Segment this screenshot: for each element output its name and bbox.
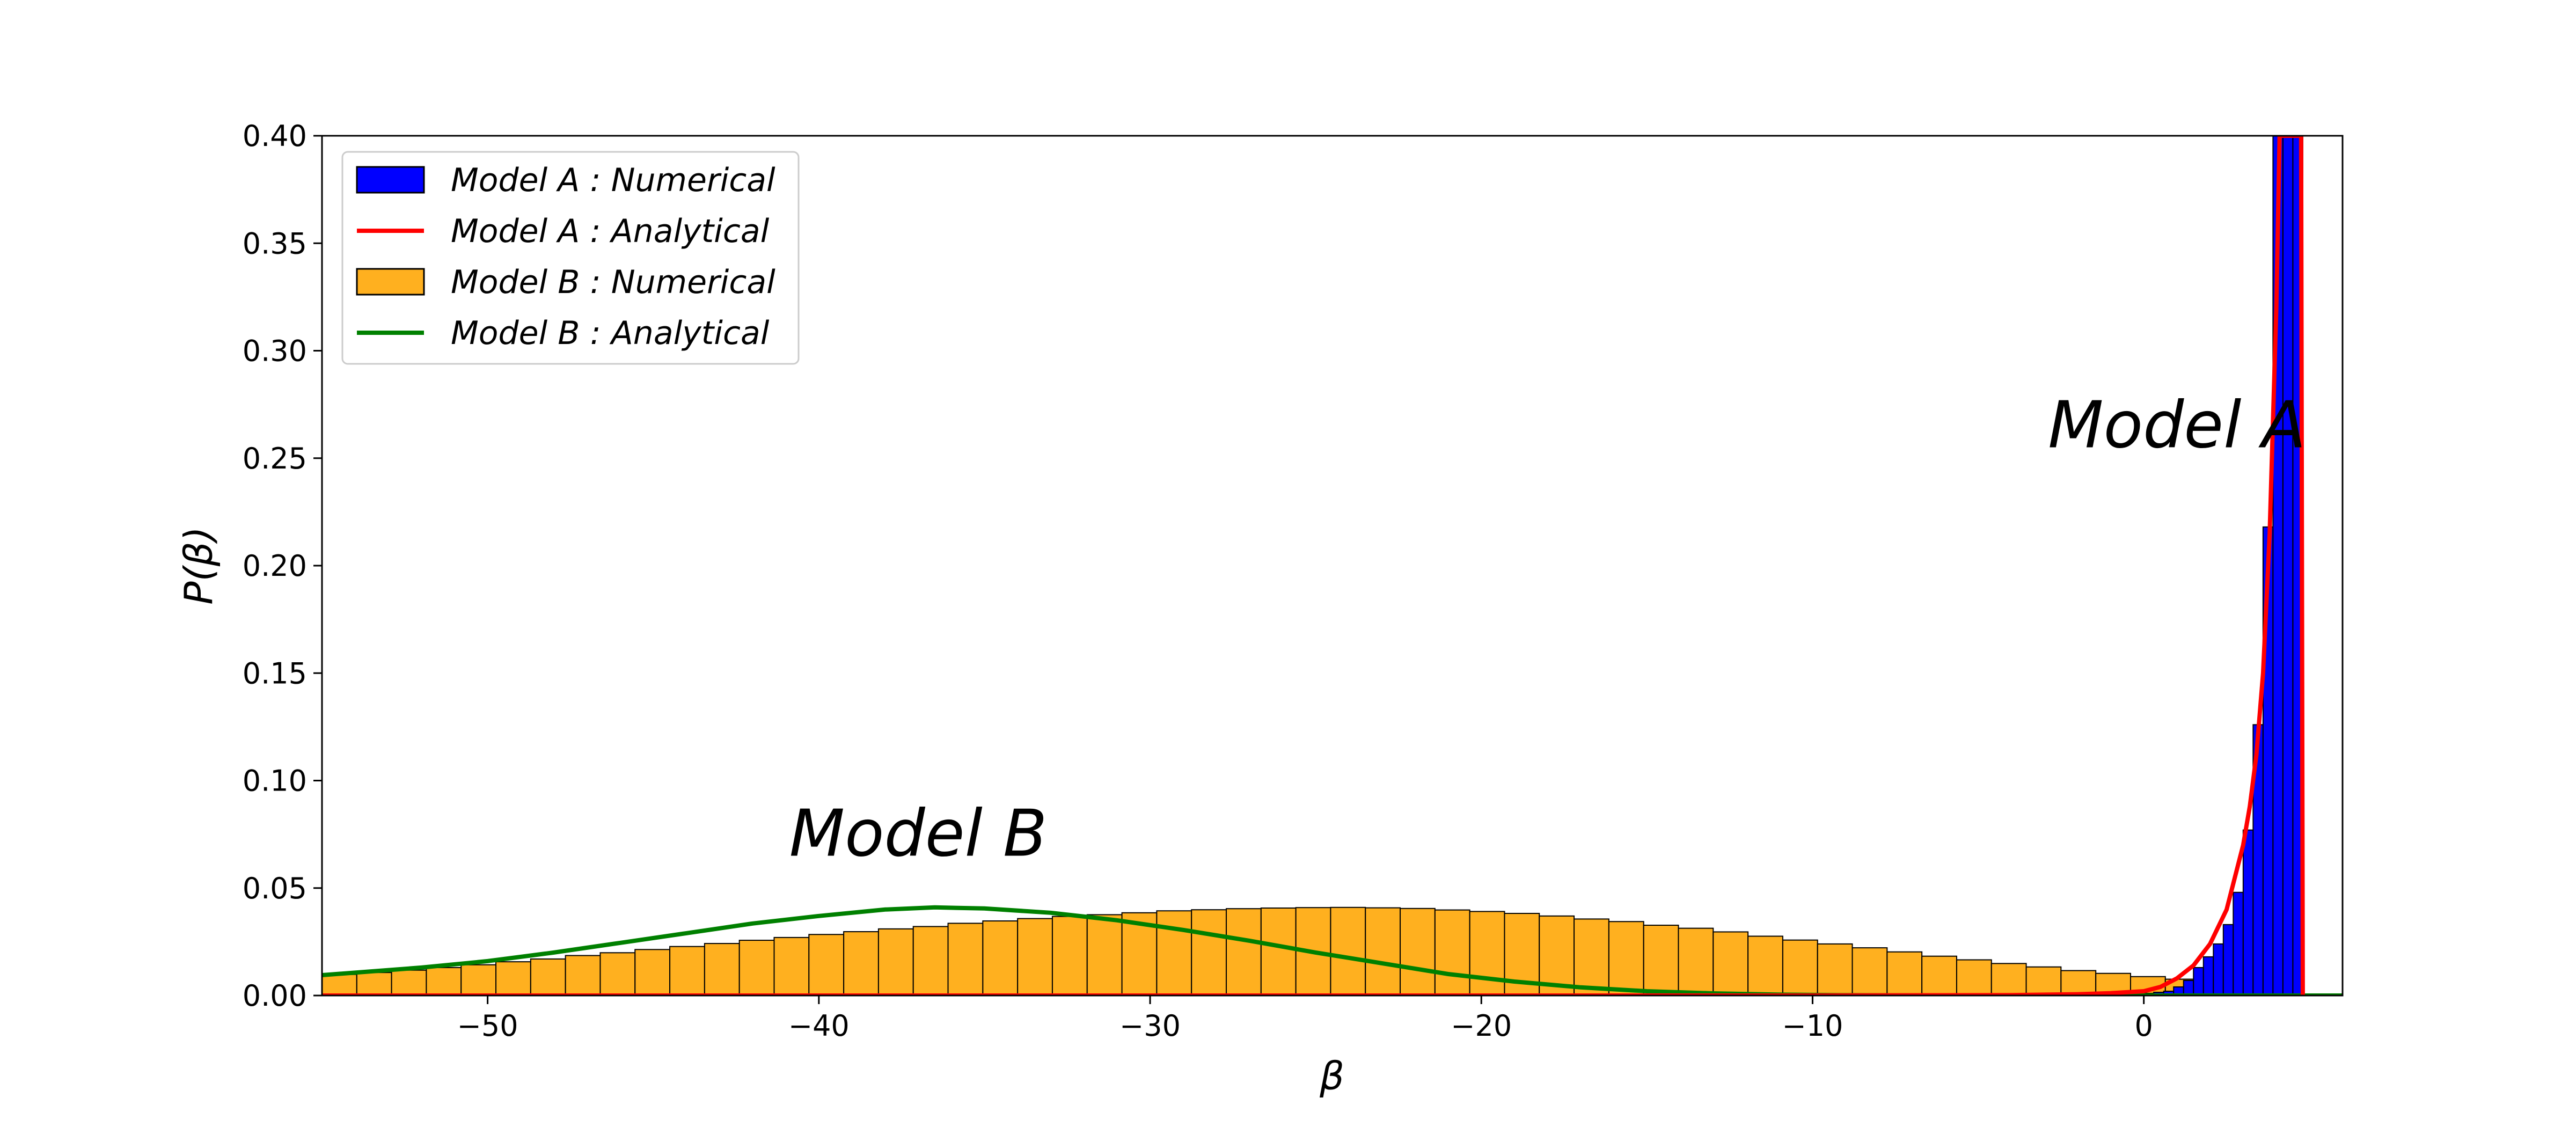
y-tick-label: 0.30 xyxy=(243,334,307,368)
model-b-bar xyxy=(1747,935,1783,996)
y-tick-label: 0.20 xyxy=(243,549,307,583)
annotation-label: Model A xyxy=(2048,389,2306,463)
x-tick-label: −20 xyxy=(1451,1009,1512,1043)
model-b-bar xyxy=(1990,963,2027,996)
model-a-bar xyxy=(2233,891,2244,996)
model-b-bar xyxy=(391,969,427,996)
model-b-bar xyxy=(1225,908,1262,996)
model-b-bar xyxy=(1643,925,1679,996)
model-b-bar xyxy=(1608,921,1644,996)
model-b-bar xyxy=(912,926,949,996)
x-axis-title: β xyxy=(1319,1053,1344,1099)
model-b-bar xyxy=(1782,939,1818,996)
model-b-bar xyxy=(843,931,879,996)
model-b-bar xyxy=(738,940,775,996)
model-b-bar xyxy=(704,943,740,996)
model-b-bar xyxy=(565,955,601,996)
y-tick-label: 0.00 xyxy=(243,979,307,1013)
y-tick-label: 0.10 xyxy=(243,764,307,798)
model-b-bar xyxy=(982,920,1019,996)
legend-entry-label: Model A : Numerical xyxy=(451,162,775,199)
model-a-analytical-curve xyxy=(322,136,2305,996)
model-b-bar xyxy=(634,949,671,996)
y-tick-label: 0.25 xyxy=(243,442,307,475)
model-a-bar xyxy=(2183,979,2194,996)
legend-swatch xyxy=(356,268,425,296)
model-b-bar xyxy=(1365,907,1401,996)
model-b-bar xyxy=(808,934,845,996)
model-b-bar xyxy=(1851,947,1888,996)
model-b-bar xyxy=(460,964,497,996)
model-b-bar xyxy=(1886,951,1923,996)
annotation-label: Model B xyxy=(789,797,1048,872)
model-b-bar xyxy=(2060,970,2097,996)
x-tick-label: −10 xyxy=(1782,1009,1843,1043)
model-b-bar xyxy=(1051,916,1088,996)
y-axis-title: P(β) xyxy=(176,526,221,605)
model-b-bar xyxy=(599,952,636,996)
model-b-bar xyxy=(947,923,984,996)
model-b-bar xyxy=(1574,918,1609,996)
model-b-bar xyxy=(773,936,810,996)
model-b-bar xyxy=(1191,909,1227,996)
model-b-bar xyxy=(1017,918,1053,996)
model-b-histogram xyxy=(322,906,2271,996)
model-b-bar xyxy=(1713,931,1749,996)
model-b-bar xyxy=(426,967,462,996)
y-tick-label: 0.40 xyxy=(243,119,307,153)
legend-frame xyxy=(341,151,800,365)
model-b-bar xyxy=(2025,966,2062,996)
legend-entry-label: Model A : Analytical xyxy=(451,213,770,250)
model-b-bar xyxy=(1086,914,1123,996)
model-b-bar xyxy=(495,961,531,996)
model-b-bar xyxy=(1330,906,1366,996)
model-b-bar xyxy=(1260,907,1297,996)
legend: Model A : Numerical Model A : Analytical M… xyxy=(341,151,800,365)
x-tick-label: −30 xyxy=(1119,1009,1181,1043)
model-b-bar xyxy=(1678,927,1714,996)
x-tick-label: −50 xyxy=(457,1009,518,1043)
model-b-bar xyxy=(530,958,566,996)
legend-entry-label: Model B : Numerical xyxy=(451,264,775,301)
model-a-bar xyxy=(2213,943,2224,996)
y-tick-label: 0.15 xyxy=(243,656,307,690)
model-b-bar xyxy=(1921,955,1957,996)
legend-swatch xyxy=(356,166,425,194)
model-b-bar xyxy=(322,974,357,996)
model-b-bar xyxy=(356,972,392,996)
x-tick-label: −40 xyxy=(788,1009,850,1043)
model-b-bar xyxy=(1434,909,1470,996)
model-a-bar xyxy=(2202,956,2214,996)
model-b-bar xyxy=(669,946,705,996)
model-b-bar xyxy=(1469,911,1505,996)
x-tick-label: 0 xyxy=(2134,1009,2153,1043)
x-axis-ticks: −50 −40 −30 −20 −10 0 xyxy=(457,996,2153,1043)
model-b-bar xyxy=(1156,910,1192,996)
annotations: Model A Model B xyxy=(789,389,2306,872)
model-b-bar xyxy=(1956,959,1992,996)
model-a-bar xyxy=(2193,967,2204,996)
y-tick-label: 0.05 xyxy=(243,872,307,905)
model-a-bar xyxy=(2242,829,2254,996)
model-b-bar xyxy=(1817,943,1853,996)
y-tick-label: 0.35 xyxy=(243,226,307,260)
model-a-bar xyxy=(2222,924,2234,996)
model-b-bar xyxy=(877,928,914,996)
legend-entry-label: Model B : Analytical xyxy=(451,314,770,352)
model-b-bar xyxy=(1400,908,1436,996)
y-axis-ticks: 0.00 0.05 0.10 0.15 0.20 0.25 0.30 0.35 0.40 xyxy=(243,119,322,1013)
model-a-bar xyxy=(2282,136,2294,996)
